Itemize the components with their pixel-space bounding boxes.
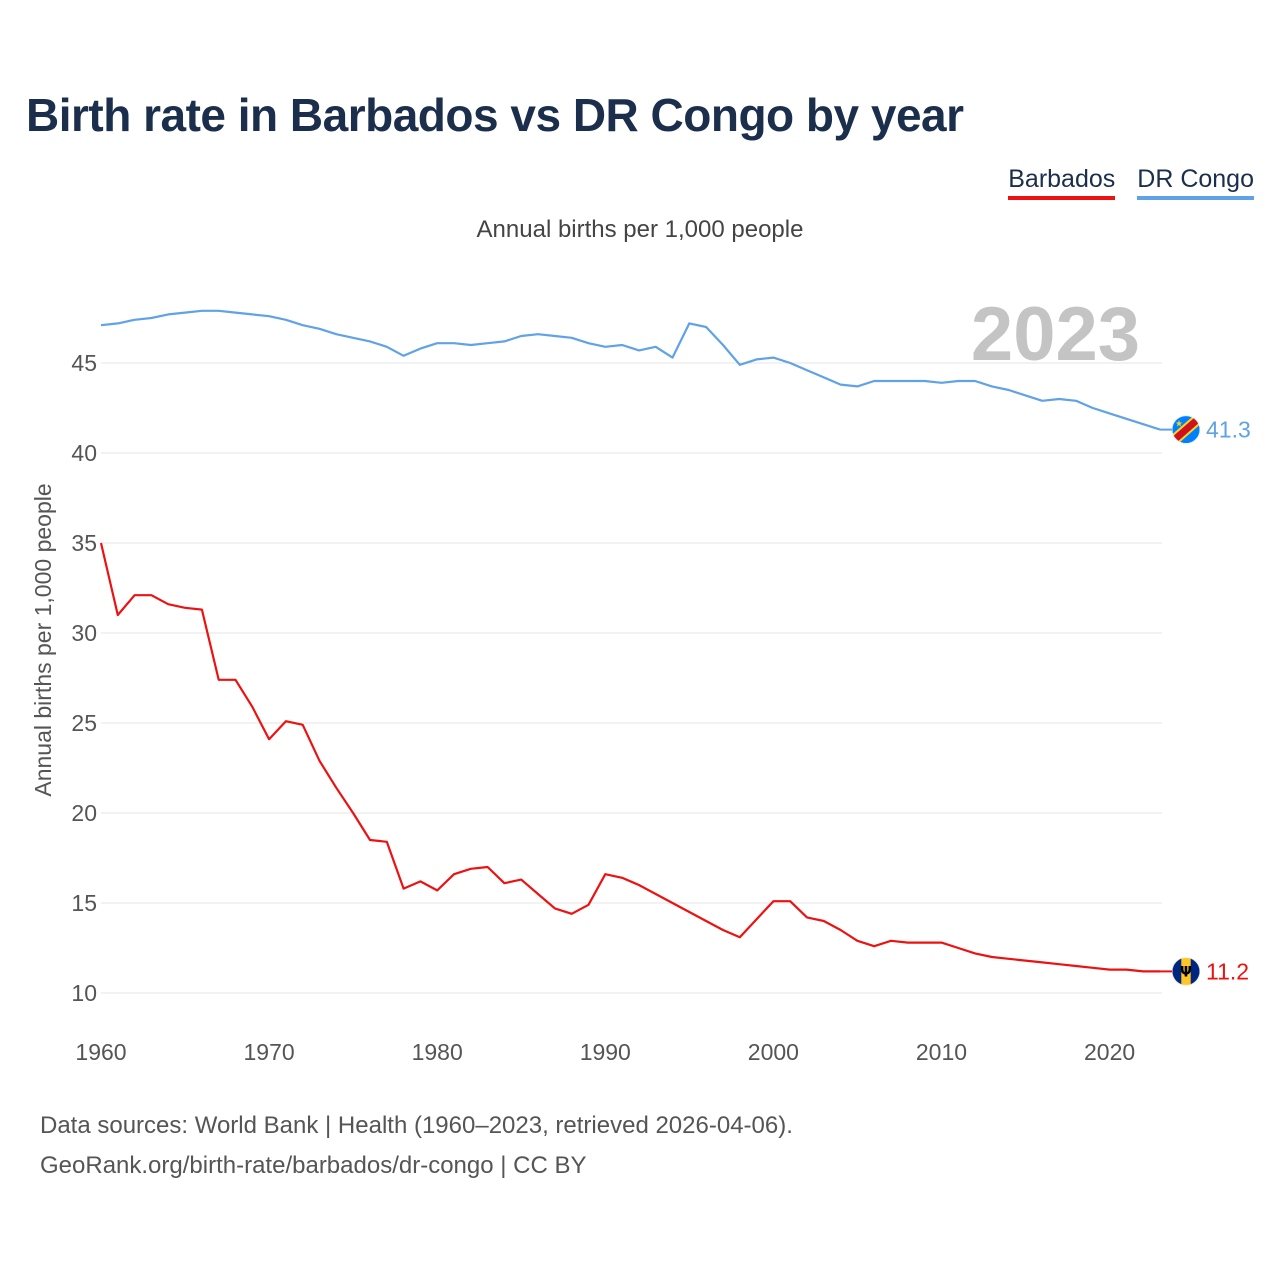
- end-label-barbados: 11.2: [1206, 958, 1249, 984]
- y-tick-label: 10: [71, 980, 97, 1006]
- y-tick-label: 20: [71, 800, 97, 826]
- y-tick-label: 40: [71, 440, 97, 466]
- source-line-url: GeoRank.org/birth-rate/barbados/dr-congo…: [40, 1152, 587, 1179]
- x-tick-label: 1960: [75, 1039, 126, 1065]
- y-tick-label: 30: [71, 620, 97, 646]
- flag-band-gold: [1181, 957, 1191, 986]
- chart-subtitle: Annual births per 1,000 people: [476, 216, 804, 243]
- x-tick-label: 1970: [244, 1039, 295, 1065]
- y-tick-label: 35: [71, 530, 97, 556]
- x-tick-label: 2020: [1084, 1039, 1135, 1065]
- y-tick-label: 25: [71, 710, 97, 736]
- y-tick-label: 45: [71, 350, 97, 376]
- legend-item-barbados[interactable]: Barbados: [1008, 165, 1116, 200]
- end-label-dr-congo: 41.3: [1206, 417, 1251, 443]
- source-note: Data sources: World Bank | Health (1960–…: [40, 1106, 793, 1186]
- x-tick-label: 1990: [580, 1039, 631, 1065]
- x-tick-label: 1980: [412, 1039, 463, 1065]
- x-tick-label: 2010: [916, 1039, 967, 1065]
- series-line-dr-congo: [100, 309, 1161, 431]
- x-tick-label: 2000: [748, 1039, 799, 1065]
- y-tick-label: 15: [71, 890, 97, 916]
- chart-title: Birth rate in Barbados vs DR Congo by ye…: [26, 89, 964, 141]
- y-axis-label: Annual births per 1,000 people: [30, 483, 56, 796]
- legend-item-dr-congo[interactable]: DR Congo: [1137, 165, 1254, 200]
- star-icon: ★: [1175, 420, 1183, 430]
- trident-icon: Ψ: [1180, 964, 1192, 980]
- year-label: 2023: [971, 292, 1140, 377]
- flag-icon-barbados: Ψ: [1172, 957, 1200, 986]
- source-line-data: Data sources: World Bank | Health (1960–…: [40, 1112, 793, 1139]
- legend: Barbados DR Congo: [1008, 165, 1254, 200]
- flag-icon-dr-congo: ★: [1172, 415, 1200, 444]
- series-line-barbados: [99, 542, 1160, 973]
